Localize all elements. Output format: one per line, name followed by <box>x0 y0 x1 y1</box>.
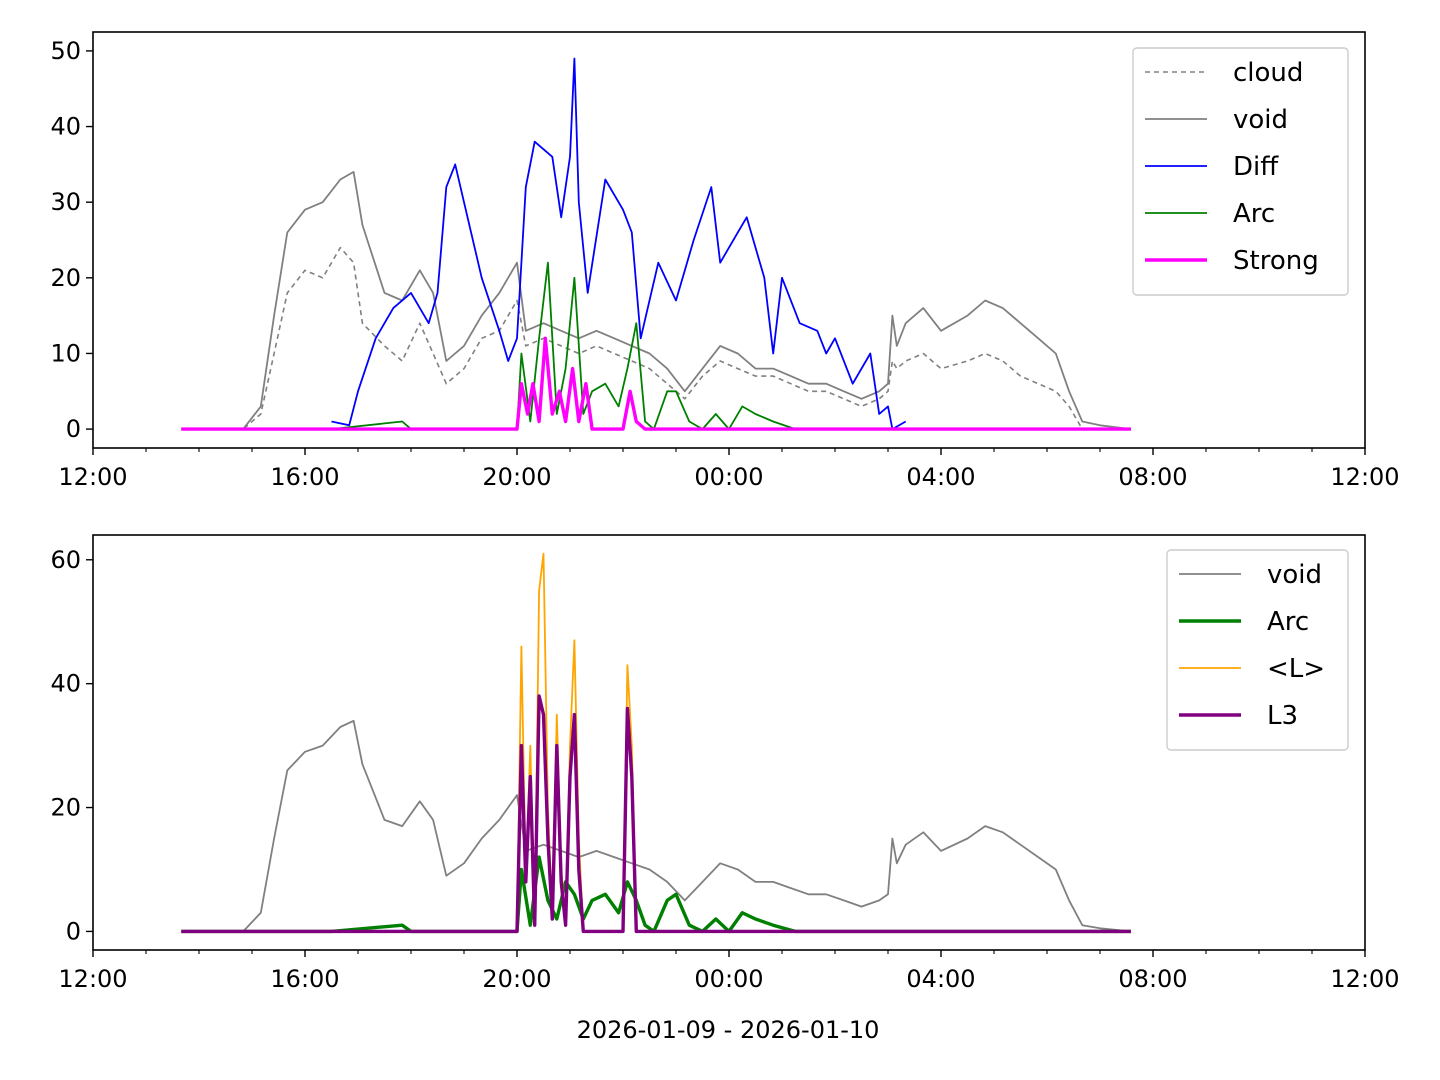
x-tick-label: 00:00 <box>694 965 763 993</box>
x-tick-label: 12:00 <box>58 463 127 491</box>
y-tick-label: 30 <box>50 188 81 216</box>
x-tick-label: 16:00 <box>270 463 339 491</box>
x-tick-label: 20:00 <box>482 463 551 491</box>
series-line-void <box>181 719 1131 933</box>
x-tick-label: 12:00 <box>1330 463 1399 491</box>
legend-label: Arc <box>1233 199 1275 229</box>
x-tick-label: 12:00 <box>58 965 127 993</box>
x-tick-label: 16:00 <box>270 965 339 993</box>
x-tick-label: 00:00 <box>694 463 763 491</box>
legend-label: L3 <box>1267 701 1298 731</box>
x-tick-label: 04:00 <box>906 965 975 993</box>
series-line-diff <box>331 57 907 430</box>
legend-box <box>1166 549 1349 751</box>
x-tick-label: 08:00 <box>1118 965 1187 993</box>
legend-label: cloud <box>1233 58 1303 88</box>
legend: cloud void Diff Arc Strong <box>1132 47 1349 296</box>
y-tick-label: 40 <box>50 113 81 141</box>
legend-box <box>1132 47 1349 296</box>
x-tick-label: 12:00 <box>1330 965 1399 993</box>
legend-label: <L> <box>1267 654 1325 684</box>
y-tick-label: 0 <box>66 917 81 945</box>
top-chart-panel: 0 10 20 30 40 50 12:00 16:00 20:00 00:00 04:00 08:0… <box>50 31 1400 491</box>
series-line-strong <box>181 336 1131 431</box>
x-axis-label: 2026-01-09 - 2026-01-10 <box>577 1016 880 1044</box>
legend-label: void <box>1267 560 1322 590</box>
legend-label: Arc <box>1267 607 1309 637</box>
y-tick-label: 40 <box>50 670 81 698</box>
series-lines <box>181 57 1132 431</box>
y-tick-label: 50 <box>50 37 81 65</box>
legend-label: Strong <box>1233 246 1319 276</box>
y-tick-label: 20 <box>50 264 81 292</box>
series-line-void <box>181 171 1132 430</box>
legend-label: Diff <box>1233 152 1279 182</box>
y-tick-label: 10 <box>50 339 81 367</box>
legend-label: void <box>1233 105 1288 135</box>
series-lines <box>181 552 1131 934</box>
bottom-chart-panel: 0 20 40 60 12:00 16:00 20:00 00:00 04:00 08:00 12:… <box>50 534 1400 993</box>
series-line-l3 <box>181 694 1131 934</box>
y-tick-label: 60 <box>50 546 81 574</box>
x-tick-label: 04:00 <box>906 463 975 491</box>
legend: void Arc <L> L3 <box>1166 549 1349 751</box>
y-tick-label: 0 <box>66 415 81 443</box>
x-tick-label: 20:00 <box>482 965 551 993</box>
x-tick-label: 08:00 <box>1118 463 1187 491</box>
y-tick-label: 20 <box>50 794 81 822</box>
